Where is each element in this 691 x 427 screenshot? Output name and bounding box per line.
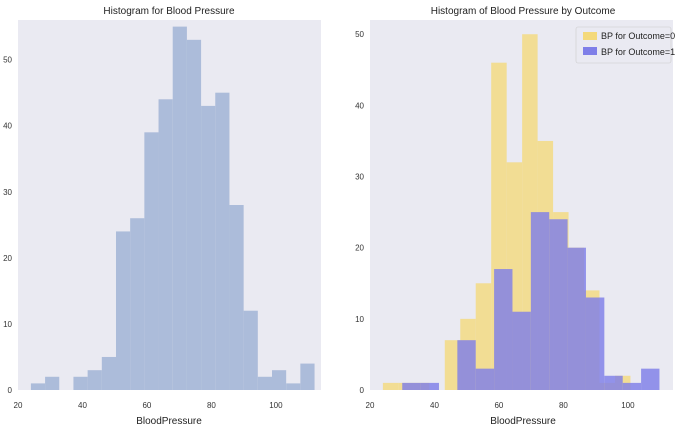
y-tick-label: 40 — [355, 101, 364, 110]
legend-label-outcome-0: BP for Outcome=0 — [601, 31, 675, 41]
histogram-bar — [130, 218, 145, 390]
histogram-bar — [641, 368, 660, 390]
x-ticks-right: 20 40 60 80 100 — [366, 401, 636, 410]
histogram-bar — [158, 99, 173, 390]
histogram-bar — [444, 340, 461, 390]
histogram-bar — [215, 92, 230, 391]
histogram-bar — [300, 363, 315, 390]
x-axis-label-left: BloodPressure — [136, 416, 202, 427]
y-tick-label: 50 — [3, 56, 12, 65]
x-axis-label-right: BloodPressure — [490, 416, 556, 427]
x-tick-label: 100 — [269, 401, 283, 410]
y-tick-label: 20 — [355, 244, 364, 253]
y-tick-label: 30 — [355, 173, 364, 182]
histogram-bar — [201, 105, 216, 390]
legend-swatch-outcome-1 — [583, 47, 597, 55]
histogram-bar — [420, 382, 439, 390]
histogram-bar — [272, 370, 287, 390]
legend-label-outcome-1: BP for Outcome=1 — [601, 47, 675, 57]
histogram-bar — [45, 376, 60, 390]
chart-right: 20 40 60 80 100 0 10 20 30 40 50 Histogram of Blo… — [355, 6, 675, 427]
histogram-bar — [530, 212, 550, 390]
histogram-bar — [494, 269, 513, 390]
histogram-bar — [30, 383, 46, 390]
x-tick-label: 20 — [14, 401, 23, 410]
x-tick-label: 80 — [207, 401, 216, 410]
bars-left — [30, 26, 315, 391]
histogram-bar — [229, 205, 244, 390]
histogram-bar — [87, 370, 102, 390]
histogram-bar — [382, 382, 399, 390]
legend: BP for Outcome=0 BP for Outcome=1 — [575, 26, 675, 64]
y-tick-label: 10 — [355, 315, 364, 324]
histogram-bar — [457, 340, 476, 390]
y-ticks-left: 0 10 20 30 40 50 — [3, 56, 12, 395]
bars-right — [382, 34, 660, 390]
histogram-bar — [622, 382, 642, 390]
chart-left: 20 40 60 80 100 0 10 20 30 40 50 Histogram for Bl… — [3, 6, 321, 427]
x-tick-label: 100 — [621, 401, 635, 410]
histogram-bar — [402, 382, 421, 390]
histogram-bar — [567, 247, 586, 390]
x-tick-label: 40 — [430, 401, 439, 410]
legend-box — [575, 26, 672, 64]
x-tick-label: 40 — [78, 401, 87, 410]
y-ticks-right: 0 10 20 30 40 50 — [355, 30, 364, 395]
histogram-bar — [549, 219, 568, 390]
y-tick-label: 50 — [355, 30, 364, 39]
x-ticks-left: 20 40 60 80 100 — [14, 401, 284, 410]
y-tick-label: 0 — [8, 386, 13, 395]
x-tick-label: 60 — [494, 401, 503, 410]
histogram-bar — [101, 356, 116, 390]
y-tick-label: 10 — [3, 320, 12, 329]
x-tick-label: 60 — [142, 401, 151, 410]
y-tick-label: 30 — [3, 188, 12, 197]
histogram-bar — [73, 376, 88, 390]
y-tick-label: 0 — [360, 386, 365, 395]
x-tick-label: 20 — [366, 401, 375, 410]
y-tick-label: 40 — [3, 122, 12, 131]
histogram-bar — [144, 132, 159, 390]
legend-swatch-outcome-0 — [583, 32, 597, 40]
histogram-bar — [475, 283, 492, 390]
histogram-bar — [186, 39, 202, 390]
histogram-bar — [243, 310, 258, 390]
x-tick-label: 80 — [559, 401, 568, 410]
chart-title-left: Histogram for Blood Pressure — [103, 6, 235, 17]
histogram-bar — [115, 231, 131, 390]
series-1-1 — [402, 212, 660, 390]
histogram-bar — [604, 375, 623, 390]
histogram-bar — [585, 297, 605, 390]
chart-title-right: Histogram of Blood Pressure by Outcome — [431, 6, 616, 17]
histogram-bar — [475, 368, 495, 390]
y-tick-label: 20 — [3, 254, 12, 263]
histogram-bar — [172, 26, 187, 391]
histogram-bar — [286, 383, 301, 390]
histogram-bar — [512, 311, 531, 390]
histogram-bar — [257, 376, 272, 390]
series-0-0 — [30, 26, 315, 391]
